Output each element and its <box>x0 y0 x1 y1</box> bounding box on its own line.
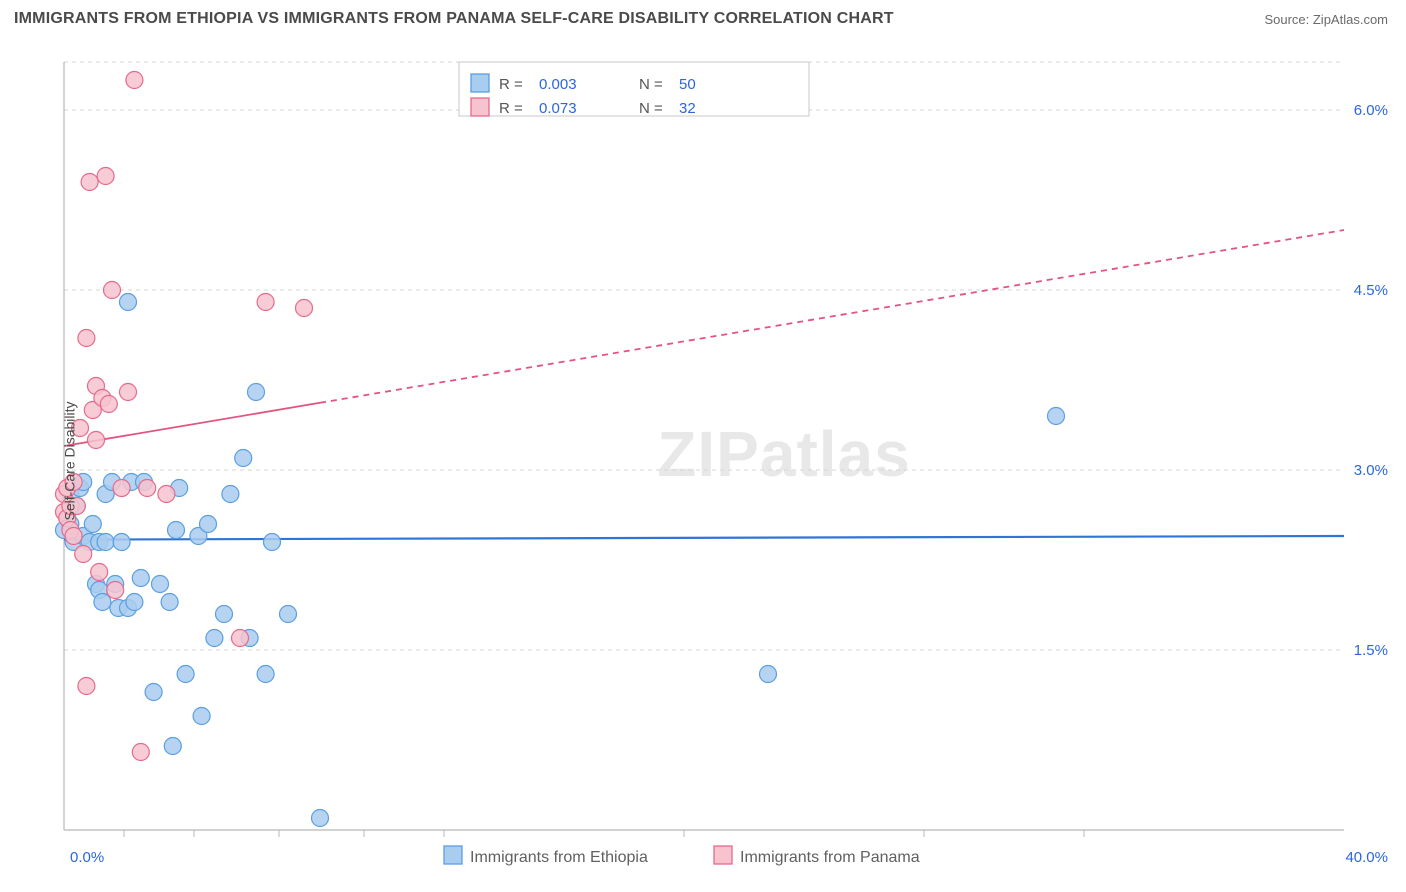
svg-text:50: 50 <box>679 76 696 93</box>
chart-title: IMMIGRANTS FROM ETHIOPIA VS IMMIGRANTS F… <box>14 10 894 28</box>
svg-text:R =: R = <box>499 76 523 93</box>
y-axis-label: Self-Care Disability <box>62 401 78 520</box>
svg-text:4.5%: 4.5% <box>1354 282 1388 299</box>
chart-source: Source: ZipAtlas.com <box>1264 12 1388 27</box>
svg-text:ZIPatlas: ZIPatlas <box>657 418 910 490</box>
svg-text:0.003: 0.003 <box>539 76 577 93</box>
svg-text:0.073: 0.073 <box>539 100 577 117</box>
chart-container: Self-Care Disability 1.5% 3.0% 4.5% 6.0% 0.0… <box>14 40 1392 882</box>
svg-text:6.0%: 6.0% <box>1354 102 1388 119</box>
svg-text:Immigrants from Ethiopia: Immigrants from Ethiopia <box>470 849 648 866</box>
svg-text:N =: N = <box>639 100 663 117</box>
svg-text:3.0%: 3.0% <box>1354 462 1388 479</box>
svg-text:Immigrants from Panama: Immigrants from Panama <box>740 849 920 866</box>
scatter-chart: 1.5% 3.0% 4.5% 6.0% 0.0% 40.0% ZIPatlas R = 0.00… <box>14 40 1392 882</box>
svg-text:40.0%: 40.0% <box>1345 849 1388 866</box>
svg-text:32: 32 <box>679 100 696 117</box>
svg-text:1.5%: 1.5% <box>1354 642 1388 659</box>
svg-text:0.0%: 0.0% <box>70 849 104 866</box>
svg-text:R =: R = <box>499 100 523 117</box>
svg-text:N =: N = <box>639 76 663 93</box>
